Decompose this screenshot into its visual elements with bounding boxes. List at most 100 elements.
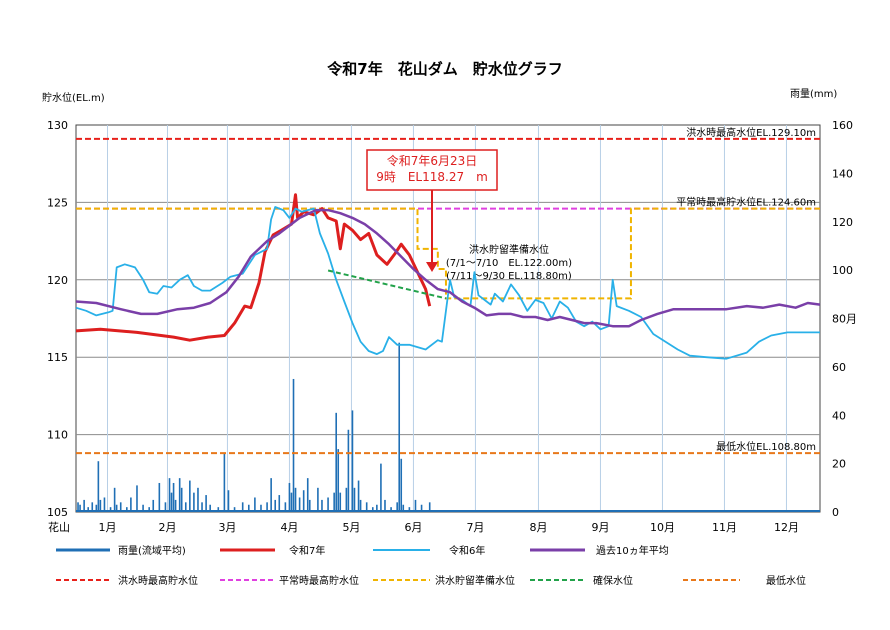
x-tick-month: 10月 bbox=[650, 521, 675, 534]
rainfall-bar bbox=[321, 499, 323, 512]
rainfall-bar bbox=[327, 497, 329, 512]
rainfall-bar bbox=[113, 487, 116, 512]
y-tick-right: 40 bbox=[832, 409, 846, 422]
legend-label: 令和7年 bbox=[289, 544, 325, 557]
rainfall-bar bbox=[345, 487, 348, 512]
rainfall-bar bbox=[103, 497, 106, 512]
rainfall-bar bbox=[170, 492, 173, 512]
series-line bbox=[327, 269, 447, 300]
reference-lines: 洪水時最高水位EL.129.10m 平常時最高貯水位EL.124.60m 最低水位E… bbox=[76, 126, 820, 455]
rainfall-bar bbox=[201, 502, 203, 512]
rainfall-bar bbox=[420, 504, 423, 512]
rainfall-bar bbox=[148, 507, 150, 512]
rainfall-bar bbox=[353, 487, 356, 512]
rainfall-bar bbox=[115, 504, 118, 512]
x-tick-month: 5月 bbox=[342, 521, 360, 534]
series-line bbox=[75, 208, 821, 328]
rainfall-bar bbox=[278, 495, 281, 512]
rainfall-bar bbox=[254, 497, 256, 512]
flood-prep-label: 洪水貯留準備水位 bbox=[469, 243, 549, 256]
rainfall-bar bbox=[357, 480, 360, 512]
rainfall-bar bbox=[398, 342, 401, 512]
rainfall-bar bbox=[428, 502, 431, 512]
axis-ticks: 130 125 120 115 110 105 160 140 120 100 80月 60 40 20 0… bbox=[47, 119, 857, 534]
rainfall-bar bbox=[227, 490, 230, 512]
rainfall-bar bbox=[174, 499, 177, 512]
rainfall-bar bbox=[178, 478, 181, 512]
y-tick-right: 60 bbox=[832, 361, 846, 374]
rainfall-bar bbox=[130, 497, 132, 512]
rainfall-bar bbox=[308, 499, 311, 512]
rainfall-bar bbox=[95, 504, 98, 512]
x-tick-month: 8月 bbox=[529, 521, 547, 534]
x-tick-month: 3月 bbox=[218, 521, 236, 534]
rainfall-bar bbox=[294, 487, 297, 512]
rainfall-bar bbox=[164, 502, 167, 512]
rainfall-bar bbox=[400, 458, 403, 512]
y-tick-right: 0 bbox=[832, 506, 839, 519]
rainfall-bar bbox=[152, 499, 155, 512]
legend-label: 雨量(流域平均) bbox=[118, 544, 186, 557]
rainfall-bar bbox=[274, 499, 277, 512]
rainfall-bar bbox=[233, 507, 236, 512]
x-tick-month: 1月 bbox=[99, 521, 117, 534]
rainfall-bar bbox=[288, 482, 291, 512]
y-tick-left: 115 bbox=[47, 351, 68, 364]
rainfall-bar bbox=[91, 502, 94, 512]
rainfall-bar bbox=[241, 502, 244, 512]
rainfall-bar bbox=[136, 485, 138, 512]
rainfall-bar bbox=[365, 502, 368, 512]
rainfall-bar bbox=[371, 507, 374, 512]
rainfall-bar bbox=[306, 478, 309, 512]
rainfall-bar bbox=[142, 504, 144, 512]
y-tick-left: 125 bbox=[47, 196, 68, 209]
ref-line-label: 最低水位EL.108.80m bbox=[716, 440, 816, 453]
rainfall-bar bbox=[223, 453, 226, 512]
rainfall-bar bbox=[376, 504, 378, 512]
legend-label: 過去10ヵ年平均 bbox=[596, 544, 669, 557]
rainfall-bar bbox=[380, 463, 382, 512]
y-tick-left: 110 bbox=[47, 429, 68, 442]
y-tick-left: 105 bbox=[47, 506, 68, 519]
x-tick-month: 2月 bbox=[158, 521, 176, 534]
legend-label: 洪水時最高貯水位 bbox=[118, 574, 198, 587]
rainfall-bar bbox=[359, 499, 362, 512]
legend-label: 最低水位 bbox=[766, 574, 806, 587]
rainfall-bar bbox=[217, 507, 220, 512]
rainfall-bar bbox=[197, 487, 199, 512]
rainfall-bar bbox=[339, 492, 342, 512]
rainfall-bar bbox=[292, 378, 295, 512]
rainfall-bar bbox=[270, 478, 272, 512]
x-tick-month: 12月 bbox=[774, 521, 799, 534]
x-tick-month: 11月 bbox=[712, 521, 737, 534]
rainfall-bar bbox=[97, 461, 100, 512]
rainfall-bar bbox=[180, 487, 183, 512]
y-tick-right: 80月 bbox=[832, 313, 857, 326]
x-tick-month: 9月 bbox=[591, 521, 609, 534]
rainfall-bar bbox=[189, 480, 191, 512]
rainfall-bar bbox=[351, 410, 354, 512]
x-axis-first-label: 花山 bbox=[48, 521, 70, 534]
rainfall-bar bbox=[335, 412, 337, 512]
rainfall-bar bbox=[247, 504, 250, 512]
rainfall-bar bbox=[317, 487, 319, 512]
annotation-text: 9時 EL118.27 m bbox=[376, 170, 488, 184]
rainfall-bar bbox=[99, 499, 102, 512]
flood-prep-label: (7/1～7/10 EL.122.00m) bbox=[446, 258, 572, 269]
rainfall-bar bbox=[205, 495, 207, 512]
series-line bbox=[75, 206, 820, 360]
rainfall-bar bbox=[337, 449, 340, 512]
annotation-text: 令和7年6月23日 bbox=[387, 153, 478, 168]
y-tick-left: 130 bbox=[47, 119, 68, 132]
rainfall-bar bbox=[408, 507, 411, 512]
x-tick-month: 7月 bbox=[466, 521, 484, 534]
rainfall-bar bbox=[209, 504, 211, 512]
rainfall-bar bbox=[260, 504, 262, 512]
rainfall-bar bbox=[266, 502, 268, 512]
rainfall-bar bbox=[193, 492, 195, 512]
rainfall-bar bbox=[158, 482, 161, 512]
legend-label: 令和6年 bbox=[449, 544, 485, 557]
rainfall-bar bbox=[87, 507, 89, 512]
